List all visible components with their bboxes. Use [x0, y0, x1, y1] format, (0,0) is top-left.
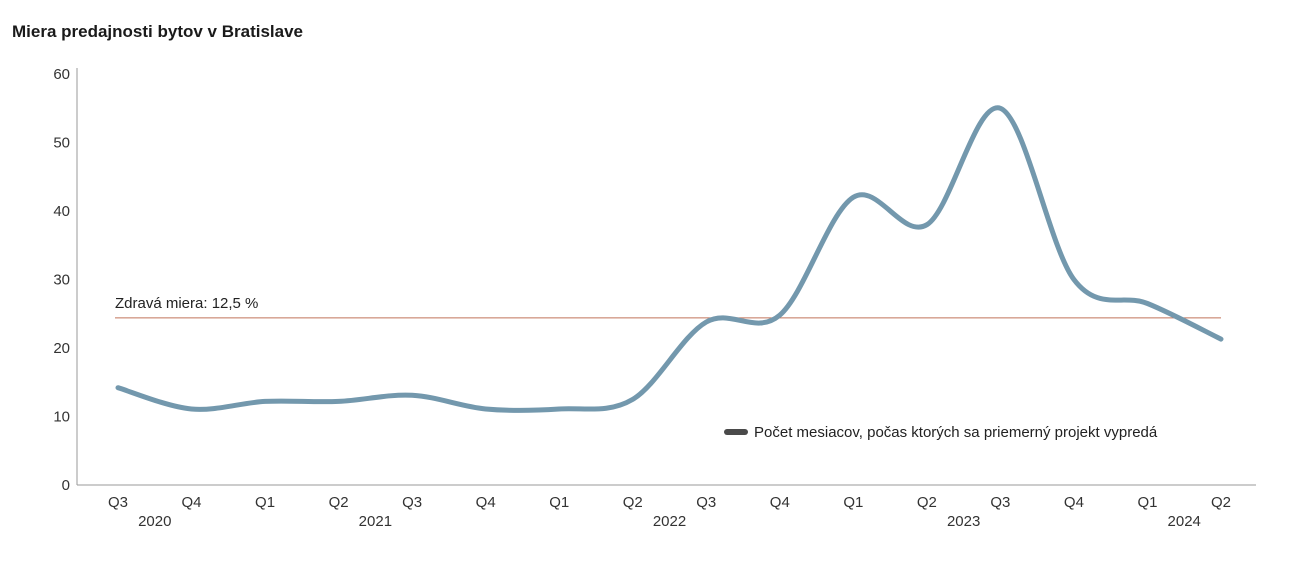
x-tick-label: Q1 — [549, 494, 569, 511]
y-tick-label: 60 — [53, 66, 70, 83]
axes-layer — [76, 68, 1256, 486]
x-tick-label: Q2 — [623, 494, 643, 511]
x-tick-label: Q4 — [1064, 494, 1084, 511]
x-tick-label: Q3 — [990, 494, 1010, 511]
chart-title: Miera predajnosti bytov v Bratislave — [12, 22, 303, 41]
x-year-label: 2024 — [1168, 513, 1201, 530]
x-year-label: 2023 — [947, 513, 980, 530]
x-tick-label: Q4 — [182, 494, 202, 511]
y-tick-label: 50 — [53, 135, 70, 152]
x-tick-label: Q3 — [108, 494, 128, 511]
x-tick-label: Q4 — [770, 494, 790, 511]
legend-label: Počet mesiacov, počas ktorých sa priemer… — [754, 424, 1158, 441]
y-tick-label: 0 — [62, 477, 70, 494]
x-tick-label: Q3 — [402, 494, 422, 511]
legend-layer: Počet mesiacov, počas ktorých sa priemer… — [724, 424, 1158, 441]
series-line — [115, 105, 1224, 413]
x-tick-label: Q1 — [255, 494, 275, 511]
x-tick-label: Q2 — [917, 494, 937, 511]
x-tick-label: Q2 — [329, 494, 349, 511]
reference-layer: Zdravá miera: 12,5 % — [115, 295, 1221, 319]
y-tick-label: 40 — [53, 203, 70, 220]
y-tick-label: 30 — [53, 272, 70, 289]
x-year-label: 2021 — [359, 513, 392, 530]
x-tick-label: Q1 — [843, 494, 863, 511]
legend-swatch — [724, 429, 748, 435]
labels-layer: 0 10 20 30 40 50 60 Q3 Q4 Q1 Q2 Q3 Q4 Q1 Q2 Q3 Q4 Q1 Q2 Q3 Q… — [53, 66, 1231, 530]
y-tick-label: 10 — [53, 409, 70, 426]
reference-line-label: Zdravá miera: 12,5 % — [115, 295, 258, 312]
x-year-label: 2022 — [653, 513, 686, 530]
x-tick-label: Q1 — [1137, 494, 1157, 511]
x-tick-label: Q3 — [696, 494, 716, 511]
x-tick-label: Q4 — [476, 494, 496, 511]
series-layer — [115, 105, 1224, 413]
x-year-label: 2020 — [138, 513, 171, 530]
y-tick-label: 20 — [53, 340, 70, 357]
x-tick-label: Q2 — [1211, 494, 1231, 511]
